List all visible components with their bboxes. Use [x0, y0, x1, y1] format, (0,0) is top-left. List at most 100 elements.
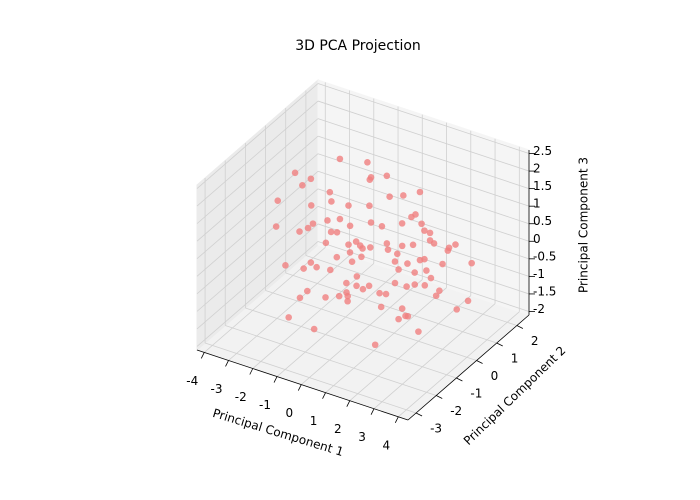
- point: [423, 267, 430, 274]
- point: [296, 294, 304, 302]
- point: [353, 282, 360, 290]
- tick-mark: [516, 325, 524, 329]
- point: [326, 188, 334, 196]
- point: [426, 229, 434, 237]
- point: [395, 266, 402, 273]
- grid-line: [317, 170, 530, 242]
- grid-line: [317, 118, 530, 189]
- grid-line: [317, 135, 530, 207]
- point: [386, 193, 393, 200]
- point: [333, 253, 341, 261]
- point: [327, 228, 335, 236]
- point: [384, 246, 392, 253]
- grid-line: [317, 100, 530, 172]
- y-axis-line: [407, 314, 530, 421]
- point: [365, 282, 373, 290]
- point: [309, 220, 317, 227]
- grid-line: [317, 83, 530, 154]
- grid-line: [225, 325, 437, 396]
- grid-line: [325, 287, 447, 393]
- z-tick-label: -1.5: [533, 284, 556, 298]
- point: [352, 238, 360, 245]
- z-tick-label: 1.5: [533, 179, 552, 193]
- point: [353, 273, 361, 280]
- y-tick-label: 1: [511, 352, 519, 366]
- point: [376, 289, 383, 297]
- point: [366, 176, 374, 184]
- point: [336, 215, 344, 223]
- point: [335, 292, 343, 300]
- y-tick-label: 2: [531, 334, 539, 348]
- grid-line: [196, 170, 319, 277]
- point: [307, 259, 315, 266]
- point: [346, 222, 354, 230]
- point: [432, 292, 440, 300]
- x-tick-label: -4: [186, 374, 198, 388]
- grid-line: [276, 271, 399, 377]
- point: [282, 262, 289, 269]
- tick-mark: [297, 384, 302, 391]
- point: [421, 227, 428, 234]
- tick-mark: [225, 360, 229, 367]
- y-tick-label: -3: [430, 422, 442, 436]
- grid-line: [196, 135, 319, 242]
- z-tick-label: 1: [533, 197, 541, 211]
- point: [430, 240, 438, 247]
- x-tick-label: 0: [285, 406, 293, 420]
- x-tick-label: 4: [382, 438, 390, 452]
- grid-line: [317, 153, 530, 225]
- point: [304, 287, 311, 295]
- grid-line: [196, 100, 319, 207]
- point: [416, 256, 424, 264]
- tick-mark: [394, 416, 399, 423]
- z-tick-label: -0.5: [533, 249, 556, 263]
- z-tick-label: 2: [533, 162, 541, 176]
- point: [336, 155, 344, 163]
- point: [285, 314, 292, 321]
- point: [307, 202, 315, 209]
- point: [364, 159, 371, 166]
- point: [307, 175, 315, 183]
- grid-line: [196, 118, 319, 224]
- point: [324, 217, 331, 224]
- point: [313, 263, 320, 271]
- point: [382, 290, 390, 298]
- x-tick-label: -1: [259, 398, 271, 412]
- grid-line: [373, 303, 496, 410]
- point: [328, 198, 335, 205]
- grid-line: [301, 279, 423, 385]
- tick-mark: [322, 392, 326, 399]
- z-tick-label: -1: [533, 267, 545, 281]
- point: [371, 341, 379, 349]
- point: [383, 172, 391, 180]
- point: [403, 283, 410, 290]
- y-tick-label: -1: [470, 387, 482, 401]
- point: [398, 305, 406, 312]
- tick-mark: [249, 368, 254, 375]
- point: [274, 197, 282, 204]
- grid-line: [196, 241, 319, 347]
- point: [327, 266, 334, 274]
- point: [304, 224, 312, 232]
- tick-mark: [415, 412, 423, 417]
- grid-line: [204, 342, 417, 414]
- point: [398, 220, 406, 227]
- point: [272, 223, 280, 230]
- point: [395, 315, 402, 323]
- point: [299, 181, 306, 189]
- point: [300, 265, 307, 272]
- x-tick-label: 2: [334, 422, 342, 436]
- x-axis-label: Principal Component 1: [211, 406, 345, 459]
- point: [378, 223, 386, 230]
- point: [359, 245, 366, 252]
- x-tick-label: -2: [235, 390, 247, 404]
- point: [377, 303, 385, 311]
- point: [346, 249, 354, 256]
- point: [400, 192, 407, 199]
- tick-mark: [370, 408, 375, 415]
- grid-line: [252, 263, 375, 369]
- point: [393, 250, 401, 258]
- point: [427, 274, 435, 282]
- point: [412, 211, 419, 218]
